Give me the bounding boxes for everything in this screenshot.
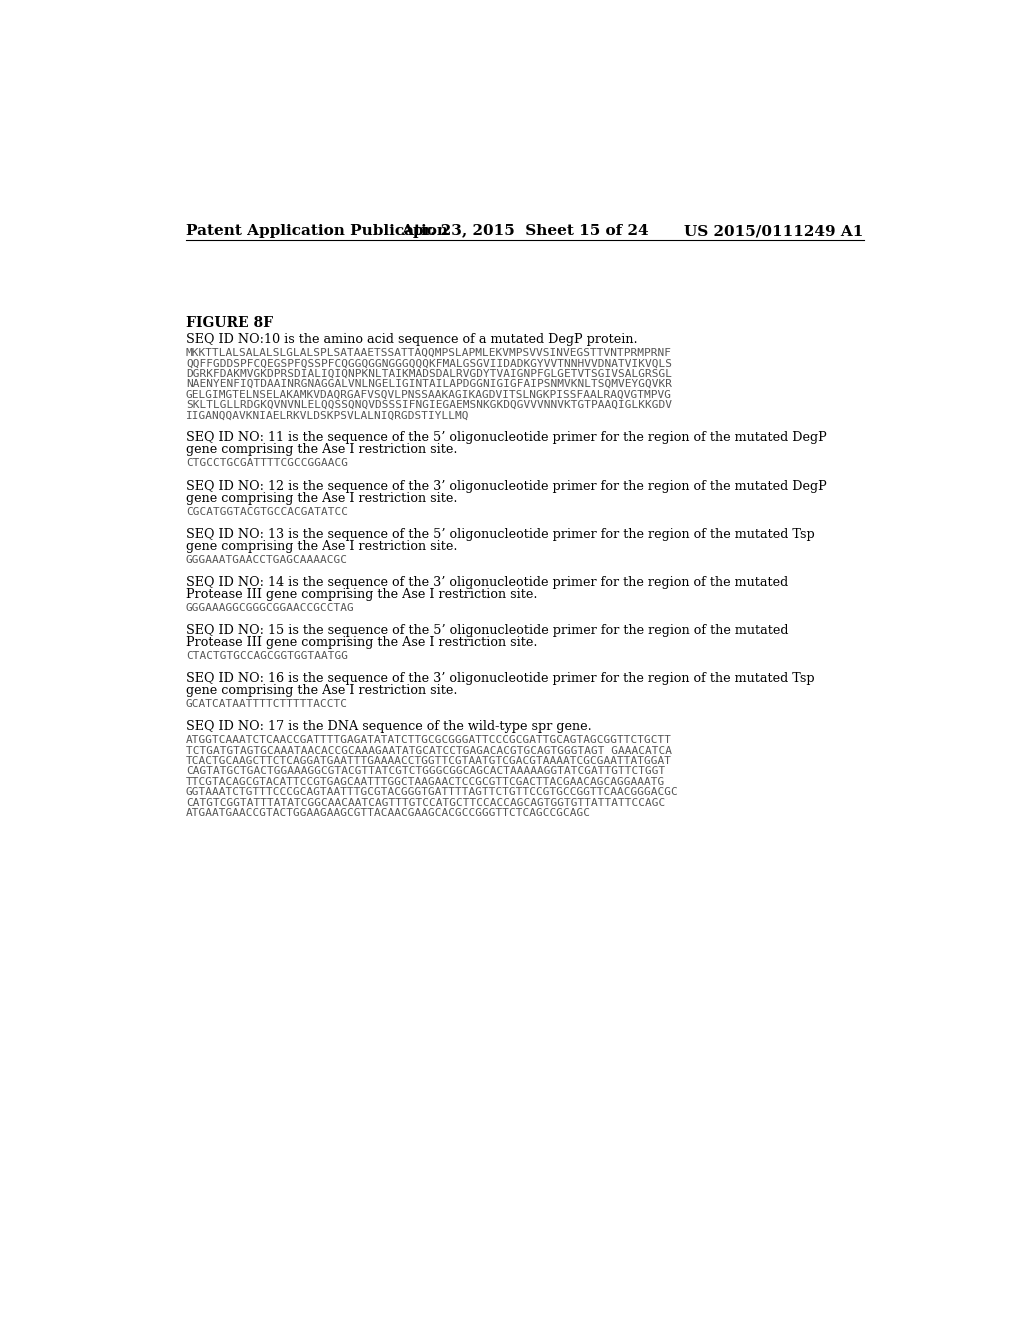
- Text: IIGANQQAVKNIAELRKVLDSKPSVLALNIQRGDSTIYLLMQ: IIGANQQAVKNIAELRKVLDSKPSVLALNIQRGDSTIYLL…: [186, 411, 469, 420]
- Text: TCACTGCAAGCTTCTCAGGATGAATTTGAAAACCTGGTTCGTAATGTCGACGTAAAATCGCGAATTATGGAT: TCACTGCAAGCTTCTCAGGATGAATTTGAAAACCTGGTTC…: [186, 756, 672, 766]
- Text: ATGAATGAACCGTACTGGAAGAAGCGTTACAACGAAGCACGCCGGGTTCTCAGCCGCAGC: ATGAATGAACCGTACTGGAAGAAGCGTTACAACGAAGCAC…: [186, 808, 591, 818]
- Text: CAGTATGCTGACTGGAAAGGCGTACGTTATCGTCTGGGCGGCAGCACTAAAAAGGTATCGATTGTTCTGGT: CAGTATGCTGACTGGAAAGGCGTACGTTATCGTCTGGGCG…: [186, 767, 666, 776]
- Text: SEQ ID NO: 12 is the sequence of the 3’ oligonucleotide primer for the region of: SEQ ID NO: 12 is the sequence of the 3’ …: [186, 479, 826, 492]
- Text: SKLTLGLLRDGKQVNVNLELQQSSQNQVDSSSIFNGIEGAEMSNKGKDQGVVVNNVKTGTPAAQIGLKKGDV: SKLTLGLLRDGKQVNVNLELQQSSQNQVDSSSIFNGIEGA…: [186, 400, 672, 411]
- Text: GGGAAAGGCGGGCGGAACCGCCTAG: GGGAAAGGCGGGCGGAACCGCCTAG: [186, 603, 354, 612]
- Text: SEQ ID NO: 14 is the sequence of the 3’ oligonucleotide primer for the region of: SEQ ID NO: 14 is the sequence of the 3’ …: [186, 576, 788, 589]
- Text: CTGCCTGCGATTTTCGCCGGAACG: CTGCCTGCGATTTTCGCCGGAACG: [186, 458, 348, 469]
- Text: Protease III gene comprising the Ase I restriction site.: Protease III gene comprising the Ase I r…: [186, 636, 538, 649]
- Text: gene comprising the Ase I restriction site.: gene comprising the Ase I restriction si…: [186, 491, 458, 504]
- Text: gene comprising the Ase I restriction site.: gene comprising the Ase I restriction si…: [186, 684, 458, 697]
- Text: Apr. 23, 2015  Sheet 15 of 24: Apr. 23, 2015 Sheet 15 of 24: [401, 224, 648, 239]
- Text: GGGAAATGAACCTGAGCAAAACGC: GGGAAATGAACCTGAGCAAAACGC: [186, 554, 348, 565]
- Text: SEQ ID NO: 16 is the sequence of the 3’ oligonucleotide primer for the region of: SEQ ID NO: 16 is the sequence of the 3’ …: [186, 672, 814, 685]
- Text: gene comprising the Ase I restriction site.: gene comprising the Ase I restriction si…: [186, 540, 458, 553]
- Text: SEQ ID NO: 13 is the sequence of the 5’ oligonucleotide primer for the region of: SEQ ID NO: 13 is the sequence of the 5’ …: [186, 528, 815, 541]
- Text: Patent Application Publication: Patent Application Publication: [186, 224, 447, 239]
- Text: MKKTTLALSALALSLGLALSPLSATAAETSSATTAQQMPSLAPMLEKVMPSVVSINVEGSTTVNTPRMPRNF: MKKTTLALSALALSLGLALSPLSATAAETSSATTAQQMPS…: [186, 348, 672, 358]
- Text: NAENYENFIQTDAAINRGNAGGALVNLNGELIGINTAILAPDGGNIGIGFAIPSNMVKNLTSQMVEYGQVKR: NAENYENFIQTDAAINRGNAGGALVNLNGELIGINTAILA…: [186, 379, 672, 389]
- Text: GGTAAATCTGTTTCCCGCAGTAATTTGCGTACGGGTGATTTTAGTTCTGTTCCGTGCCGGTTCAACGGGACGC: GGTAAATCTGTTTCCCGCAGTAATTTGCGTACGGGTGATT…: [186, 787, 679, 797]
- Text: TTCGTACAGCGTACATTCCGTGAGCAATTTGGCTAAGAACTCCGCGTTCGACTTACGAACAGCAGGAAATG: TTCGTACAGCGTACATTCCGTGAGCAATTTGGCTAAGAAC…: [186, 776, 666, 787]
- Text: GELGIMGTELNSELAKAMKVDAQRGAFVSQVLPNSSAAKAGIKAGDVITSLNGKPISSFAALRAQVGTMPVG: GELGIMGTELNSELAKAMKVDAQRGAFVSQVLPNSSAAKA…: [186, 389, 672, 400]
- Text: CGCATGGTACGTGCCACGATATCC: CGCATGGTACGTGCCACGATATCC: [186, 507, 348, 516]
- Text: SEQ ID NO: 11 is the sequence of the 5’ oligonucleotide primer for the region of: SEQ ID NO: 11 is the sequence of the 5’ …: [186, 432, 826, 445]
- Text: SEQ ID NO:10 is the amino acid sequence of a mutated DegP protein.: SEQ ID NO:10 is the amino acid sequence …: [186, 333, 638, 346]
- Text: gene comprising the Ase I restriction site.: gene comprising the Ase I restriction si…: [186, 444, 458, 457]
- Text: SEQ ID NO: 15 is the sequence of the 5’ oligonucleotide primer for the region of: SEQ ID NO: 15 is the sequence of the 5’ …: [186, 624, 788, 638]
- Text: US 2015/0111249 A1: US 2015/0111249 A1: [684, 224, 863, 239]
- Text: QQFFGDDSPFCQEGSPFQSSPFCQGGQGGNGGGQQQKFMALGSGVIIDADKGYVVTNNHVVDNATVIKVQLS: QQFFGDDSPFCQEGSPFQSSPFCQGGQGGNGGGQQQKFMA…: [186, 358, 672, 368]
- Text: CATGTCGGTATTTATATCGGCAACAATCAGTTTGTCCATGCTTCCACCAGCAGTGGTGTTATTATTCCAGC: CATGTCGGTATTTATATCGGCAACAATCAGTTTGTCCATG…: [186, 797, 666, 808]
- Text: SEQ ID NO: 17 is the DNA sequence of the wild-type spr gene.: SEQ ID NO: 17 is the DNA sequence of the…: [186, 721, 592, 733]
- Text: GCATCATAATTTTCTTTTTACCTC: GCATCATAATTTTCTTTTTACCTC: [186, 700, 348, 709]
- Text: CTACTGTGCCAGCGGTGGTAATGG: CTACTGTGCCAGCGGTGGTAATGG: [186, 651, 348, 661]
- Text: Protease III gene comprising the Ase I restriction site.: Protease III gene comprising the Ase I r…: [186, 587, 538, 601]
- Text: TCTGATGTAGTGCAAATAACACCGCAAAGAATATGCATCCTGAGACACGTGCAGTGGGTAGT GAAACATCA: TCTGATGTAGTGCAAATAACACCGCAAAGAATATGCATCC…: [186, 746, 672, 755]
- Text: ATGGTCAAATCTCAACCGATTTTGAGATATATCTTGCGCGGGATTCCCGCGATTGCAGTAGCGGTTCTGCTT: ATGGTCAAATCTCAACCGATTTTGAGATATATCTTGCGCG…: [186, 735, 672, 746]
- Text: DGRKFDAKMVGKDPRSDIALIQIQNPKNLTAIKMADSDALRVGDYTVAIGNPFGLGETVTSGIVSALGRSGL: DGRKFDAKMVGKDPRSDIALIQIQNPKNLTAIKMADSDAL…: [186, 368, 672, 379]
- Text: FIGURE 8F: FIGURE 8F: [186, 315, 273, 330]
